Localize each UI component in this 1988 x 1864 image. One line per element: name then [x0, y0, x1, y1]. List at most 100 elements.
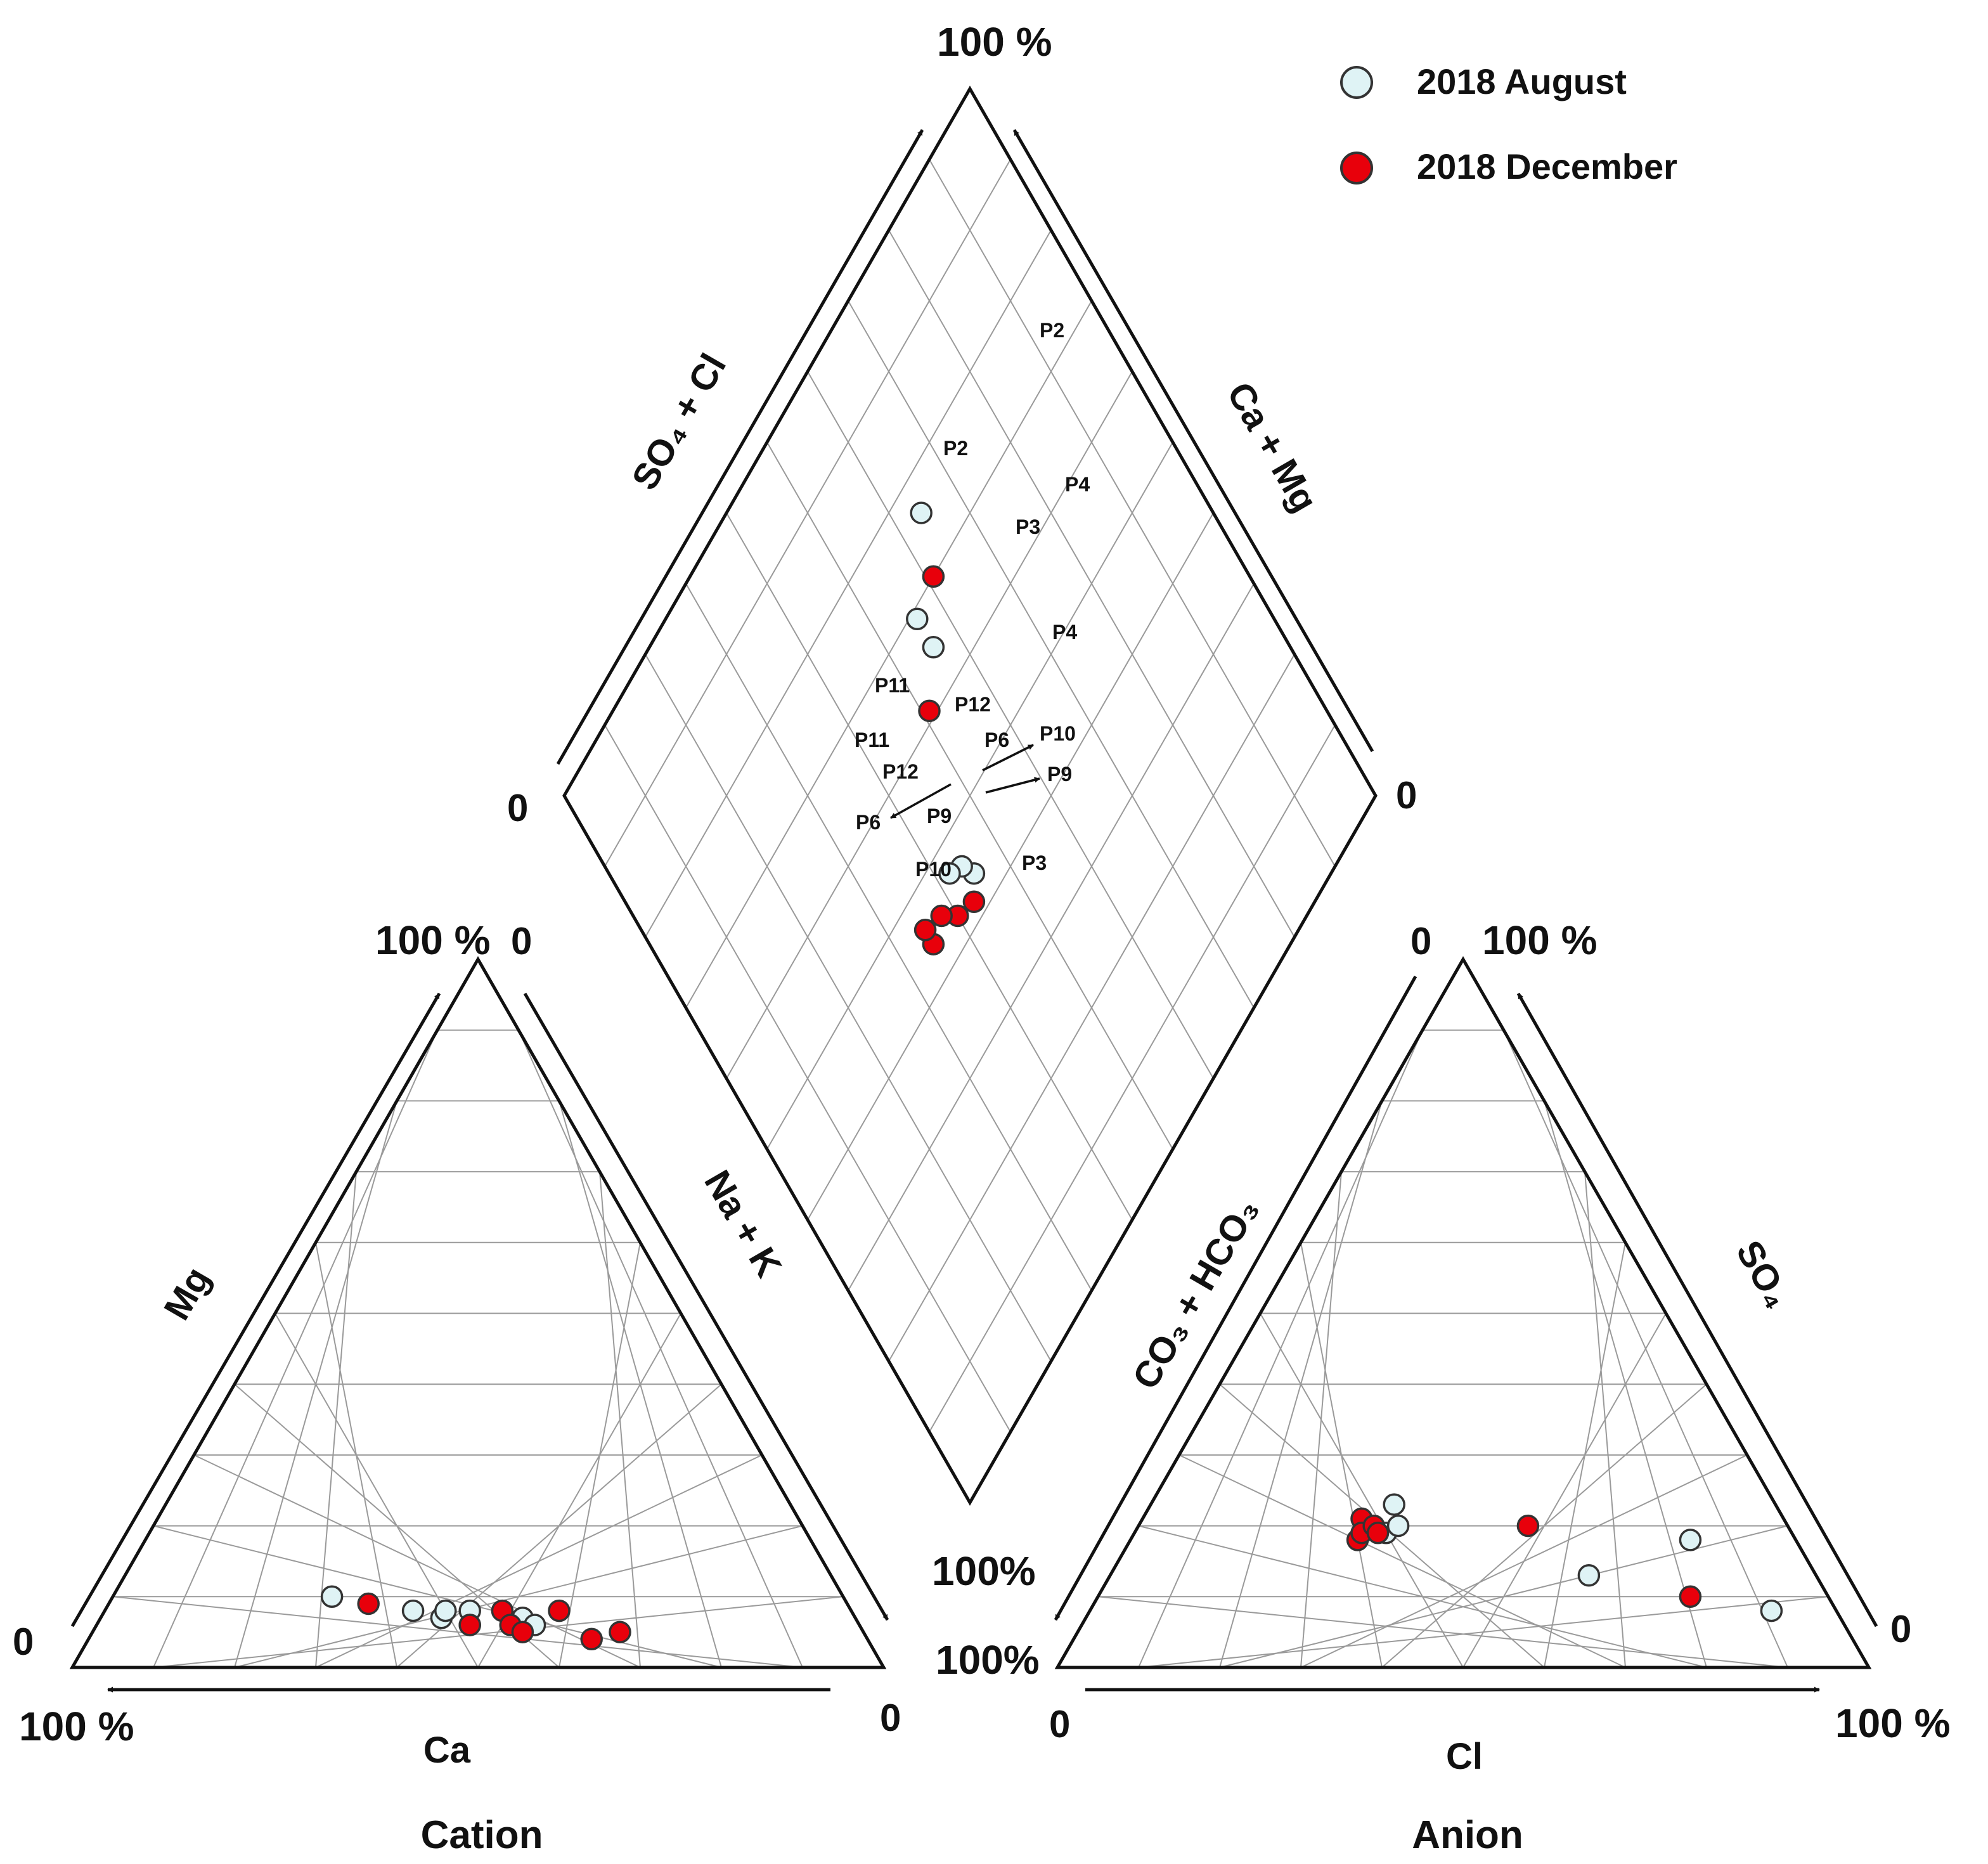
anion-point: [1516, 1514, 1540, 1537]
grid-lines: [112, 159, 1829, 1668]
label-p2-dec: P2: [943, 437, 968, 460]
co3-hco3-axis-title: CO₃ + HCO₃: [1125, 1191, 1267, 1396]
axis-arrows: [70, 129, 1878, 1693]
label-p3-dec: P3: [1022, 851, 1047, 874]
mg-axis-arrow: [70, 992, 441, 1628]
anion-grid-b: [1584, 1172, 1626, 1668]
label-p9-aug: P9: [1047, 763, 1072, 786]
so4-axis-title: SO₄: [1728, 1234, 1799, 1316]
diamond-grid-a: [929, 159, 1336, 867]
diamond-point-p4: [906, 607, 929, 631]
label-p3-aug: P3: [1016, 515, 1040, 538]
cation-triangle-outline: [69, 955, 887, 1669]
cation-point: [401, 1599, 425, 1622]
diamond-point-p3: [922, 636, 945, 659]
cation-point: [609, 1621, 631, 1643]
so4-cl-axis-title: SO₄ + Cl: [624, 347, 734, 496]
cation-top-right-label: 0: [511, 920, 532, 962]
anion-top-left-label: 0: [1410, 920, 1431, 962]
tick-labels: 100 % 0 0 100% 100 % 0 0 100 % 0 0 100 %…: [13, 19, 1950, 1749]
anion-grid-b: [1544, 1101, 1707, 1668]
anion-point: [1386, 1514, 1410, 1537]
diamond-top-label: 100 %: [937, 19, 1052, 65]
so4-axis-arrow: [1516, 992, 1878, 1628]
cation-grid-b: [518, 1030, 803, 1668]
label-p2-aug: P2: [1040, 319, 1064, 342]
diamond-grid-b: [766, 442, 1173, 1149]
annotation-arrows: [890, 744, 1040, 819]
ca-mg-axis-title: Ca + Mg: [1219, 375, 1326, 519]
p6-arrow: [890, 783, 952, 819]
diamond-point-p2: [922, 565, 945, 588]
cation-hundred-label: 100 %: [19, 1704, 134, 1749]
anion-point: [1760, 1599, 1783, 1622]
anion-grid-b: [1544, 1242, 1626, 1668]
anion-point: [1577, 1564, 1601, 1587]
plot-outlines: [69, 85, 1872, 1669]
anion-point: [1679, 1585, 1702, 1608]
cation-grid-b: [558, 1242, 641, 1668]
cation-point: [580, 1628, 603, 1651]
anion-bottom-right-zero-label: 0: [1890, 1608, 1911, 1650]
cation-title: Cation: [421, 1813, 543, 1857]
legend-label-august: 2018 August: [1417, 61, 1627, 101]
cation-point: [357, 1592, 380, 1615]
label-p11-dec: P11: [855, 728, 889, 751]
anion-triangle-outline: [1054, 955, 1872, 1669]
na-k-axis-title: Na + K: [696, 1163, 789, 1284]
p10-arrow: [982, 744, 1034, 772]
cation-top-left-label: 100 %: [375, 917, 490, 963]
anion-bottom-left-zero-label: 0: [1049, 1703, 1070, 1745]
diamond-point-p2: [910, 502, 933, 524]
cation-point: [434, 1599, 457, 1622]
cation-grid-b: [599, 1172, 641, 1668]
mg-axis-title: Mg: [156, 1260, 218, 1327]
diamond-point-p9: [930, 904, 953, 928]
na-k-axis-arrow: [523, 992, 889, 1621]
cation-grid-a: [153, 1525, 722, 1668]
anion-grid-b: [1503, 1030, 1788, 1668]
diamond-bottom-label: 100%: [932, 1548, 1036, 1594]
diamond-point-p6: [938, 862, 961, 885]
label-p10-aug: P10: [1040, 722, 1076, 745]
diamond-left-label: 0: [507, 787, 528, 829]
cation-point: [320, 1585, 344, 1608]
anion-grid-a: [1178, 1454, 1626, 1668]
cation-grid-a: [112, 1596, 803, 1668]
diamond-grid-a: [848, 301, 1255, 1008]
label-p12-dec: P12: [882, 760, 919, 783]
anion-point: [1366, 1522, 1390, 1544]
label-p9-dec: P9: [927, 805, 952, 827]
diamond-point-p3: [913, 919, 937, 942]
so4-cl-axis-arrow: [556, 129, 924, 765]
data-points: [320, 502, 1783, 1651]
ca-mg-axis-arrow: [1012, 129, 1374, 753]
diamond-point-p4: [918, 699, 941, 722]
anion-grid-a: [1138, 1525, 1707, 1668]
p9-arrow: [985, 777, 1040, 794]
cation-point: [548, 1599, 571, 1622]
label-p6-dec: P6: [856, 811, 881, 834]
anion-grid-b: [1462, 1313, 1667, 1668]
cation-grid-a: [193, 1454, 641, 1668]
anion-title: Anion: [1412, 1813, 1523, 1857]
anion-grid-a: [1097, 1596, 1788, 1668]
ca-axis-title: Ca: [423, 1730, 471, 1771]
diamond-grid-a: [888, 230, 1295, 938]
cation-zero-label: 0: [13, 1621, 34, 1663]
cation-point: [458, 1614, 481, 1636]
legend-marker-december: [1340, 152, 1373, 184]
diamond-right-label: 0: [1396, 774, 1417, 817]
diamond-grid-b: [848, 583, 1255, 1291]
legend-label-december: 2018 December: [1417, 146, 1677, 186]
diamond-point-p11: [962, 890, 986, 914]
co3-hco3-axis-arrow: [1054, 975, 1417, 1621]
point-labels: P2 P4 P3 P11 P12 P6 P10 P9 P2 P4 P11 P12…: [855, 319, 1090, 881]
cation-right-zero-label: 0: [880, 1697, 901, 1739]
anion-bottom-right-hundred-label: 100 %: [1835, 1700, 1950, 1746]
legend: 2018 August 2018 December: [1340, 61, 1677, 186]
label-p6-aug: P6: [984, 728, 1009, 751]
anion-point: [1679, 1529, 1702, 1551]
diamond-outline: [562, 85, 1378, 1506]
label-p12-aug: P12: [955, 693, 991, 716]
